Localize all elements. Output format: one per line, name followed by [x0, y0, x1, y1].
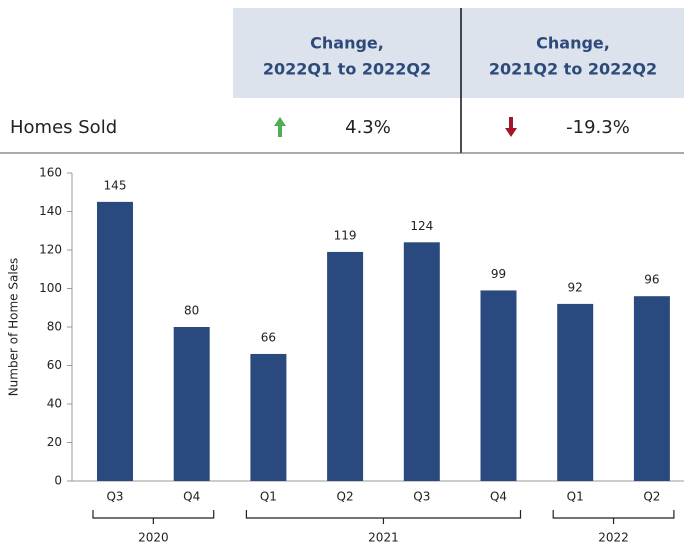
y-tick-label: 0: [54, 474, 62, 488]
y-axis-label: Number of Home Sales: [7, 258, 21, 397]
bar: [327, 251, 364, 481]
bar: [480, 290, 517, 481]
bar: [97, 201, 133, 481]
y-tick-label: 140: [39, 204, 62, 218]
bar: [250, 353, 287, 481]
down-arrow: [505, 117, 517, 137]
x-tick-label: Q3: [413, 490, 430, 504]
value-label: 124: [410, 219, 433, 233]
value-label: 145: [104, 178, 127, 192]
row-value: -19.3%: [566, 117, 630, 138]
group-brace: [245, 510, 522, 524]
value-label: 66: [261, 330, 276, 344]
x-tick-label: Q1: [260, 490, 277, 504]
y-tick-label: 120: [39, 243, 62, 257]
value-label: 92: [568, 280, 583, 294]
group-brace: [552, 510, 675, 524]
row-label: Homes Sold: [10, 117, 117, 138]
bar: [403, 242, 440, 481]
x-tick-label: Q4: [183, 490, 200, 504]
y-tick-label: 160: [39, 166, 62, 180]
x-tick-label: Q1: [567, 490, 584, 504]
value-label: 96: [644, 273, 659, 287]
up-arrow: [274, 117, 286, 137]
value-label: 80: [184, 304, 199, 318]
header-line: 2021Q2 to 2022Q2: [489, 60, 657, 79]
y-tick-label: 80: [47, 320, 62, 334]
y-tick-label: 20: [47, 435, 62, 449]
group-label: 2021: [368, 531, 399, 545]
value-label: 119: [334, 228, 357, 242]
group-label: 2022: [598, 531, 629, 545]
row-value: 4.3%: [345, 117, 391, 138]
y-tick-label: 60: [47, 358, 62, 372]
value-label: 99: [491, 267, 506, 281]
x-tick-label: Q3: [106, 490, 123, 504]
x-tick-label: Q2: [337, 490, 354, 504]
group-brace: [92, 510, 215, 524]
bar: [557, 303, 594, 481]
x-tick-label: Q4: [490, 490, 507, 504]
header-line: Change,: [536, 34, 610, 53]
y-tick-label: 40: [47, 397, 62, 411]
bar: [633, 296, 670, 481]
y-tick-label: 100: [39, 281, 62, 295]
bar: [173, 327, 210, 481]
header-background: [233, 8, 684, 98]
x-tick-label: Q2: [643, 490, 660, 504]
group-label: 2020: [138, 531, 169, 545]
header-line: Change,: [310, 34, 384, 53]
header-line: 2022Q1 to 2022Q2: [263, 60, 431, 79]
